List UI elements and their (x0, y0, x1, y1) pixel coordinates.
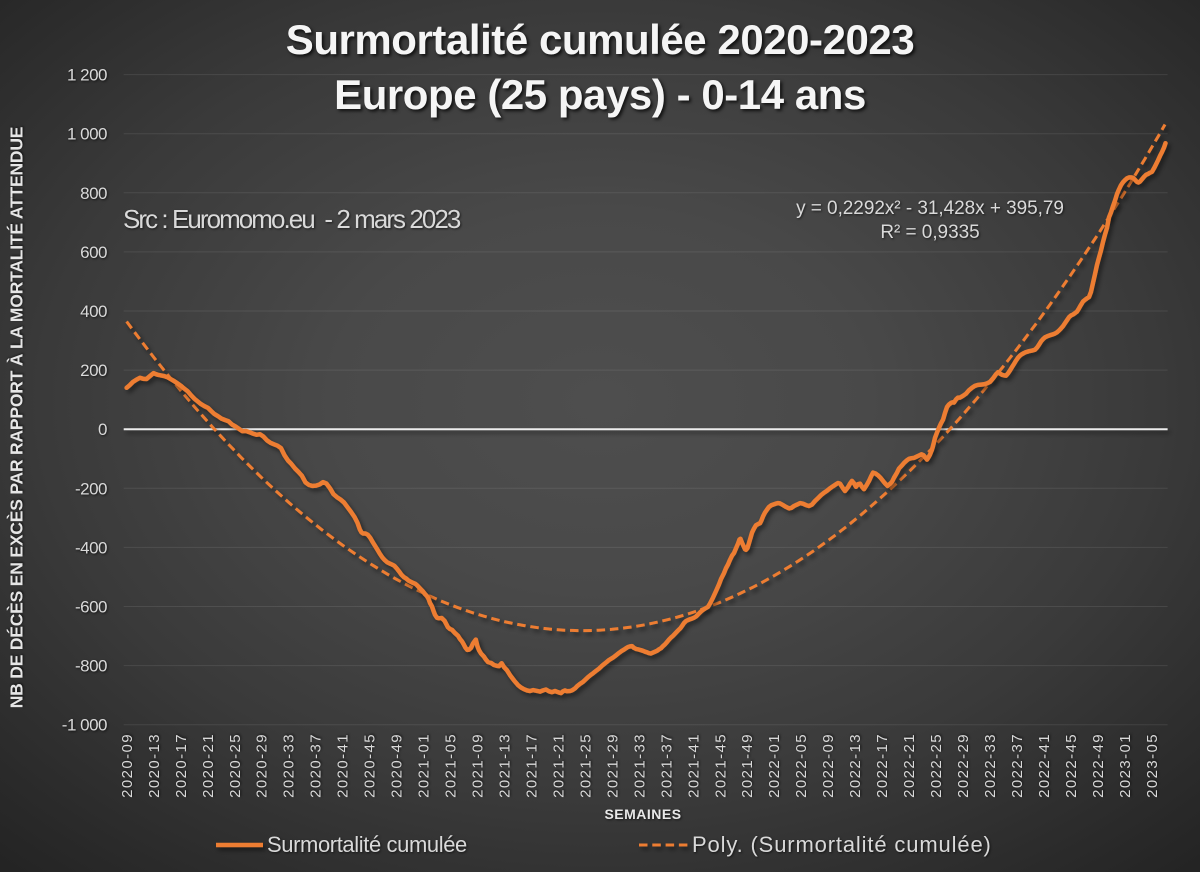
svg-text:-800: -800 (75, 657, 107, 676)
svg-text:2020-25: 2020-25 (227, 733, 244, 798)
svg-text:2023-01: 2023-01 (1117, 733, 1134, 798)
svg-text:2021-17: 2021-17 (523, 733, 540, 798)
svg-text:200: 200 (80, 361, 107, 380)
svg-text:2022-29: 2022-29 (955, 733, 972, 798)
svg-text:2020-09: 2020-09 (119, 733, 136, 798)
svg-text:2021-09: 2021-09 (469, 733, 486, 798)
svg-text:2020-21: 2020-21 (200, 733, 217, 798)
svg-text:1 000: 1 000 (67, 125, 107, 144)
svg-text:2021-45: 2021-45 (712, 733, 729, 798)
svg-text:2022-45: 2022-45 (1063, 733, 1080, 798)
svg-text:2022-37: 2022-37 (1009, 733, 1026, 798)
svg-text:800: 800 (80, 184, 107, 203)
svg-text:-600: -600 (75, 598, 107, 617)
svg-text:2023-05: 2023-05 (1144, 733, 1161, 798)
svg-text:400: 400 (80, 302, 107, 321)
svg-text:2021-25: 2021-25 (577, 733, 594, 798)
svg-text:600: 600 (80, 243, 107, 262)
svg-text:2022-21: 2022-21 (901, 733, 918, 798)
svg-text:2022-41: 2022-41 (1036, 733, 1053, 798)
svg-text:2022-09: 2022-09 (820, 733, 837, 798)
svg-text:-400: -400 (75, 538, 107, 557)
svg-text:0: 0 (98, 420, 107, 439)
svg-text:2020-33: 2020-33 (281, 733, 298, 798)
svg-text:2021-49: 2021-49 (739, 733, 756, 798)
svg-text:2022-05: 2022-05 (793, 733, 810, 798)
svg-text:2020-37: 2020-37 (308, 733, 325, 798)
svg-text:2020-29: 2020-29 (254, 733, 271, 798)
svg-text:2022-33: 2022-33 (982, 733, 999, 798)
svg-text:2020-49: 2020-49 (389, 733, 406, 798)
svg-text:2020-41: 2020-41 (335, 733, 352, 798)
svg-text:2020-17: 2020-17 (173, 733, 190, 798)
svg-text:2021-13: 2021-13 (496, 733, 513, 798)
svg-text:2021-01: 2021-01 (416, 733, 433, 798)
svg-text:2020-45: 2020-45 (362, 733, 379, 798)
svg-text:2022-49: 2022-49 (1090, 733, 1107, 798)
svg-text:-1 000: -1 000 (62, 716, 107, 735)
svg-text:2021-33: 2021-33 (631, 733, 648, 798)
svg-text:-200: -200 (75, 479, 107, 498)
svg-text:2021-37: 2021-37 (658, 733, 675, 798)
svg-text:2021-21: 2021-21 (550, 733, 567, 798)
svg-text:2022-25: 2022-25 (928, 733, 945, 798)
svg-text:2022-01: 2022-01 (766, 733, 783, 798)
svg-text:2022-13: 2022-13 (847, 733, 864, 798)
svg-text:2020-13: 2020-13 (146, 733, 163, 798)
svg-text:2021-41: 2021-41 (685, 733, 702, 798)
svg-text:2021-05: 2021-05 (442, 733, 459, 798)
svg-text:2022-17: 2022-17 (874, 733, 891, 798)
svg-text:2021-29: 2021-29 (604, 733, 621, 798)
svg-text:1 200: 1 200 (67, 66, 107, 85)
